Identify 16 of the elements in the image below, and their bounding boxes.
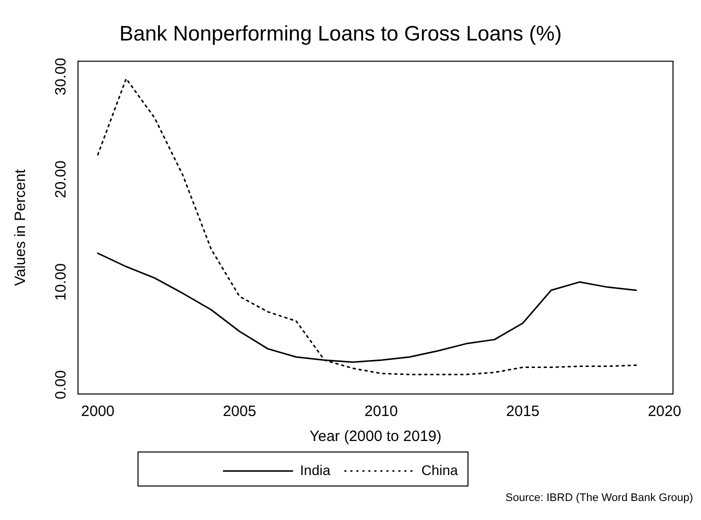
line-series <box>97 78 637 376</box>
y-tick-label: 20.00 <box>52 160 70 198</box>
y-axis-title: Values in Percent <box>12 168 30 286</box>
chart-title: Bank Nonperforming Loans to Gross Loans (%) <box>119 22 562 46</box>
y-tick-label: 10.00 <box>52 263 70 301</box>
y-tick-label: 30.00 <box>52 58 70 96</box>
x-tick-label: 2020 <box>648 403 682 420</box>
legend-label: India <box>300 462 331 478</box>
x-axis-title: Year (2000 to 2019) <box>309 428 442 446</box>
x-tick-label: 2000 <box>81 403 115 420</box>
x-tick-label: 2010 <box>364 403 398 420</box>
source-note: Source: IBRD (The Word Bank Group) <box>504 492 693 504</box>
y-tick-label: 0.00 <box>52 370 70 400</box>
x-tick-label: 2005 <box>222 403 256 420</box>
x-tick-label: 2015 <box>506 403 540 420</box>
legend-label: China <box>421 462 458 478</box>
